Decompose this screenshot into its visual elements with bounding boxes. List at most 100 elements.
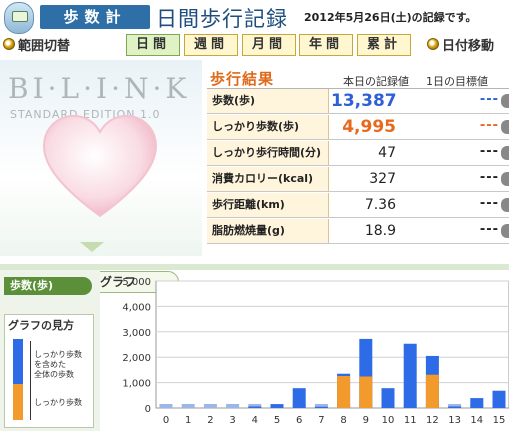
chevron-down-icon <box>80 242 104 252</box>
results-table: 歩数(歩) 13,387 --- しっかり歩数(歩) 4,995 --- しっか… <box>207 88 509 244</box>
result-row-steps: 歩数(歩) 13,387 --- <box>207 89 509 114</box>
bar-total-steps <box>381 388 395 408</box>
target-edit-handle[interactable] <box>501 146 509 160</box>
bar-base <box>203 404 217 408</box>
row-target: --- <box>479 222 499 237</box>
bar-firm-steps <box>425 374 439 408</box>
row-label: 歩数(歩) <box>207 89 329 113</box>
bar-firm-steps <box>359 376 373 408</box>
tab-weekly[interactable]: 週間 <box>184 34 238 56</box>
bar-total-steps <box>470 398 484 408</box>
bar-base <box>226 404 240 408</box>
result-row-calories: 消費カロリー(kcal) 327 --- <box>207 167 509 192</box>
legend-firm-swatch <box>13 384 23 420</box>
row-value: 18.9 <box>364 223 396 239</box>
date-move-radio-icon[interactable] <box>427 38 439 50</box>
heart-icon <box>42 114 158 218</box>
row-label: 消費カロリー(kcal) <box>207 167 329 191</box>
target-edit-handle[interactable] <box>501 94 509 108</box>
row-target: --- <box>479 170 499 185</box>
row-target: --- <box>479 118 499 133</box>
bar-total-steps <box>403 343 417 408</box>
row-target: --- <box>479 92 499 107</box>
result-row-firm-time: しっかり歩行時間(分) 47 --- <box>207 141 509 166</box>
row-value: 13,387 <box>331 91 397 111</box>
result-row-distance: 歩行距離(km) 7.36 --- <box>207 193 509 218</box>
bar-base <box>181 404 195 408</box>
col-record-header: 本日の記録値 <box>343 75 409 88</box>
view-title: 日間歩行記録 <box>156 7 288 31</box>
tab-yearly[interactable]: 年間 <box>299 34 353 56</box>
row-value: 4,995 <box>342 117 396 137</box>
header: 歩数計 日間歩行記録 2012年5月26日(土)の記録です。 範囲切替 日間 週… <box>0 0 509 60</box>
legend-total-text-1: しっかり歩数 <box>34 350 82 359</box>
bar-firm-steps <box>337 375 351 408</box>
x-tick-label: 12 <box>426 415 439 426</box>
bar-total-steps <box>248 406 262 408</box>
bar-total-steps <box>292 388 306 408</box>
x-tick-label: 8 <box>340 415 346 426</box>
x-tick-label: 9 <box>363 415 369 426</box>
legend-total-bracket <box>30 341 31 420</box>
legend-firm-bracket <box>30 386 31 420</box>
x-tick-label: 14 <box>470 415 483 426</box>
row-value: 47 <box>378 145 396 161</box>
target-edit-handle[interactable] <box>501 198 509 212</box>
result-row-fat-burned: 脂肪燃焼量(g) 18.9 --- <box>207 219 509 244</box>
bar-total-steps <box>270 404 284 408</box>
x-tick-label: 5 <box>274 415 280 426</box>
pedometer-icon <box>4 2 34 34</box>
nav-bar: 範囲切替 日間 週間 月間 年間 累計 日付移動 <box>0 31 509 58</box>
x-tick-label: 6 <box>296 415 302 426</box>
x-tick-label: 0 <box>163 415 169 426</box>
row-label: しっかり歩数(歩) <box>207 115 329 139</box>
section-divider <box>0 264 509 270</box>
tab-cumulative[interactable]: 累計 <box>357 34 411 56</box>
legend-firm-text: しっかり歩数 <box>34 398 82 407</box>
x-tick-label: 10 <box>382 415 395 426</box>
row-target: --- <box>479 144 499 159</box>
x-tick-label: 11 <box>404 415 417 426</box>
logo-panel: BI·L·I·N·K STANDARD EDITION 1.0 ▶ 時間帯別歩数… <box>0 60 202 293</box>
x-tick-label: 4 <box>252 415 258 426</box>
y-tick-label: 3,000 <box>122 328 151 339</box>
tab-monthly[interactable]: 月間 <box>242 34 296 56</box>
record-date-text: 2012年5月26日(土)の記録です。 <box>304 11 477 24</box>
bar-total-steps <box>448 406 462 408</box>
tab-daily[interactable]: 日間 <box>126 34 180 56</box>
target-edit-handle[interactable] <box>501 120 509 134</box>
x-tick-label: 1 <box>185 415 191 426</box>
y-tick-label: 1,000 <box>122 379 151 390</box>
row-label: 歩行距離(km) <box>207 193 329 217</box>
app-title: 歩数計 <box>40 5 150 29</box>
results-title: 歩行結果 <box>210 70 275 88</box>
legend-total-swatch <box>13 339 23 384</box>
bar-total-steps <box>492 390 506 408</box>
row-target: --- <box>479 196 499 211</box>
legend-total-text-3: 全体の歩数 <box>34 370 74 379</box>
plot-area <box>155 280 509 409</box>
range-toggle-radio-icon[interactable] <box>3 38 15 50</box>
y-tick-label: 4,000 <box>122 302 151 313</box>
target-edit-handle[interactable] <box>501 224 509 238</box>
bar-base <box>248 404 262 408</box>
y-tick-label: 2,000 <box>122 353 151 364</box>
bar-base <box>314 404 328 408</box>
row-label: しっかり歩行時間(分) <box>207 141 329 165</box>
row-value: 7.36 <box>364 197 396 213</box>
x-tick-label: 3 <box>229 415 235 426</box>
x-tick-label: 13 <box>448 415 461 426</box>
y-tick-label: 5,000 <box>122 277 151 288</box>
date-move-label[interactable]: 日付移動 <box>442 39 495 54</box>
bar-base <box>448 404 462 408</box>
legend-title: グラフの見方 <box>8 319 74 332</box>
range-toggle-label[interactable]: 範囲切替 <box>18 39 71 54</box>
bar-base <box>159 404 173 408</box>
target-edit-handle[interactable] <box>501 172 509 186</box>
y-tick-label: 0 <box>145 404 151 415</box>
brand-logo: BI·L·I·N·K <box>8 72 191 105</box>
row-value: 327 <box>369 171 396 187</box>
x-tick-label: 2 <box>207 415 213 426</box>
x-tick-label: 15 <box>493 415 506 426</box>
x-tick-label: 7 <box>318 415 324 426</box>
